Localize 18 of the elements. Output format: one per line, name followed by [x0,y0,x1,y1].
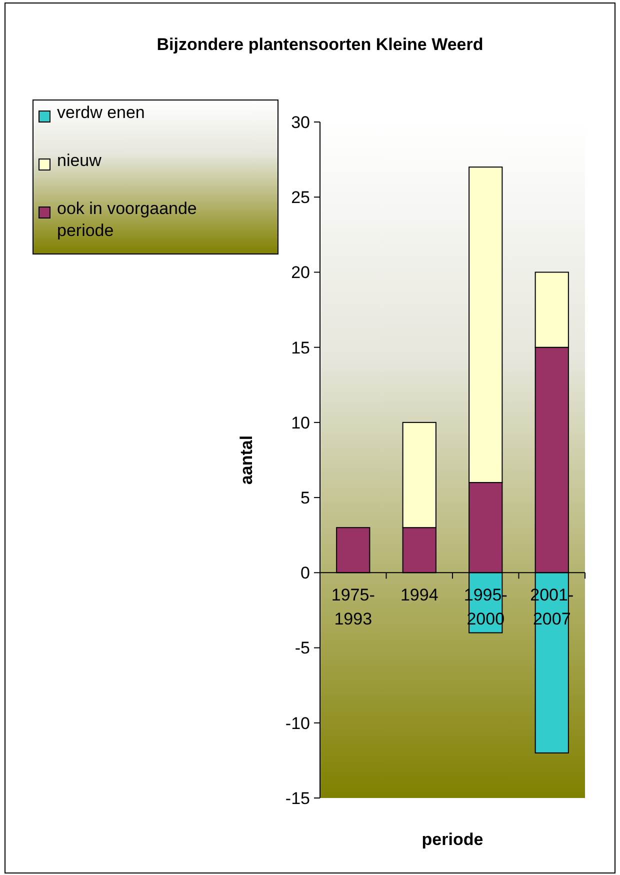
legend-label: nieuw [57,151,102,170]
legend-label: ook in voorgaande periode [57,199,197,240]
y-tick-label: 0 [300,564,310,583]
x-axis-title: periode [422,830,484,849]
y-tick-label: -5 [294,638,310,658]
y-tick-label: 20 [291,263,310,282]
y-tick-label: -10 [285,714,310,733]
y-tick-label: 30 [291,112,310,132]
legend-label: verdw enen [57,103,145,122]
y-tick-label: 25 [291,188,310,208]
y-tick-label: 5 [300,488,310,508]
x-tick-label: 1975-1993 [331,586,375,629]
y-axis-title: aantal [237,435,256,485]
x-tick-label: 1994 [400,586,438,605]
y-tick-label: -15 [285,788,310,808]
y-tick-label: 15 [291,338,310,358]
y-tick-label: 10 [291,413,310,432]
chart-title: Bijzondere plantensoorten Kleine Weerd [156,35,484,54]
